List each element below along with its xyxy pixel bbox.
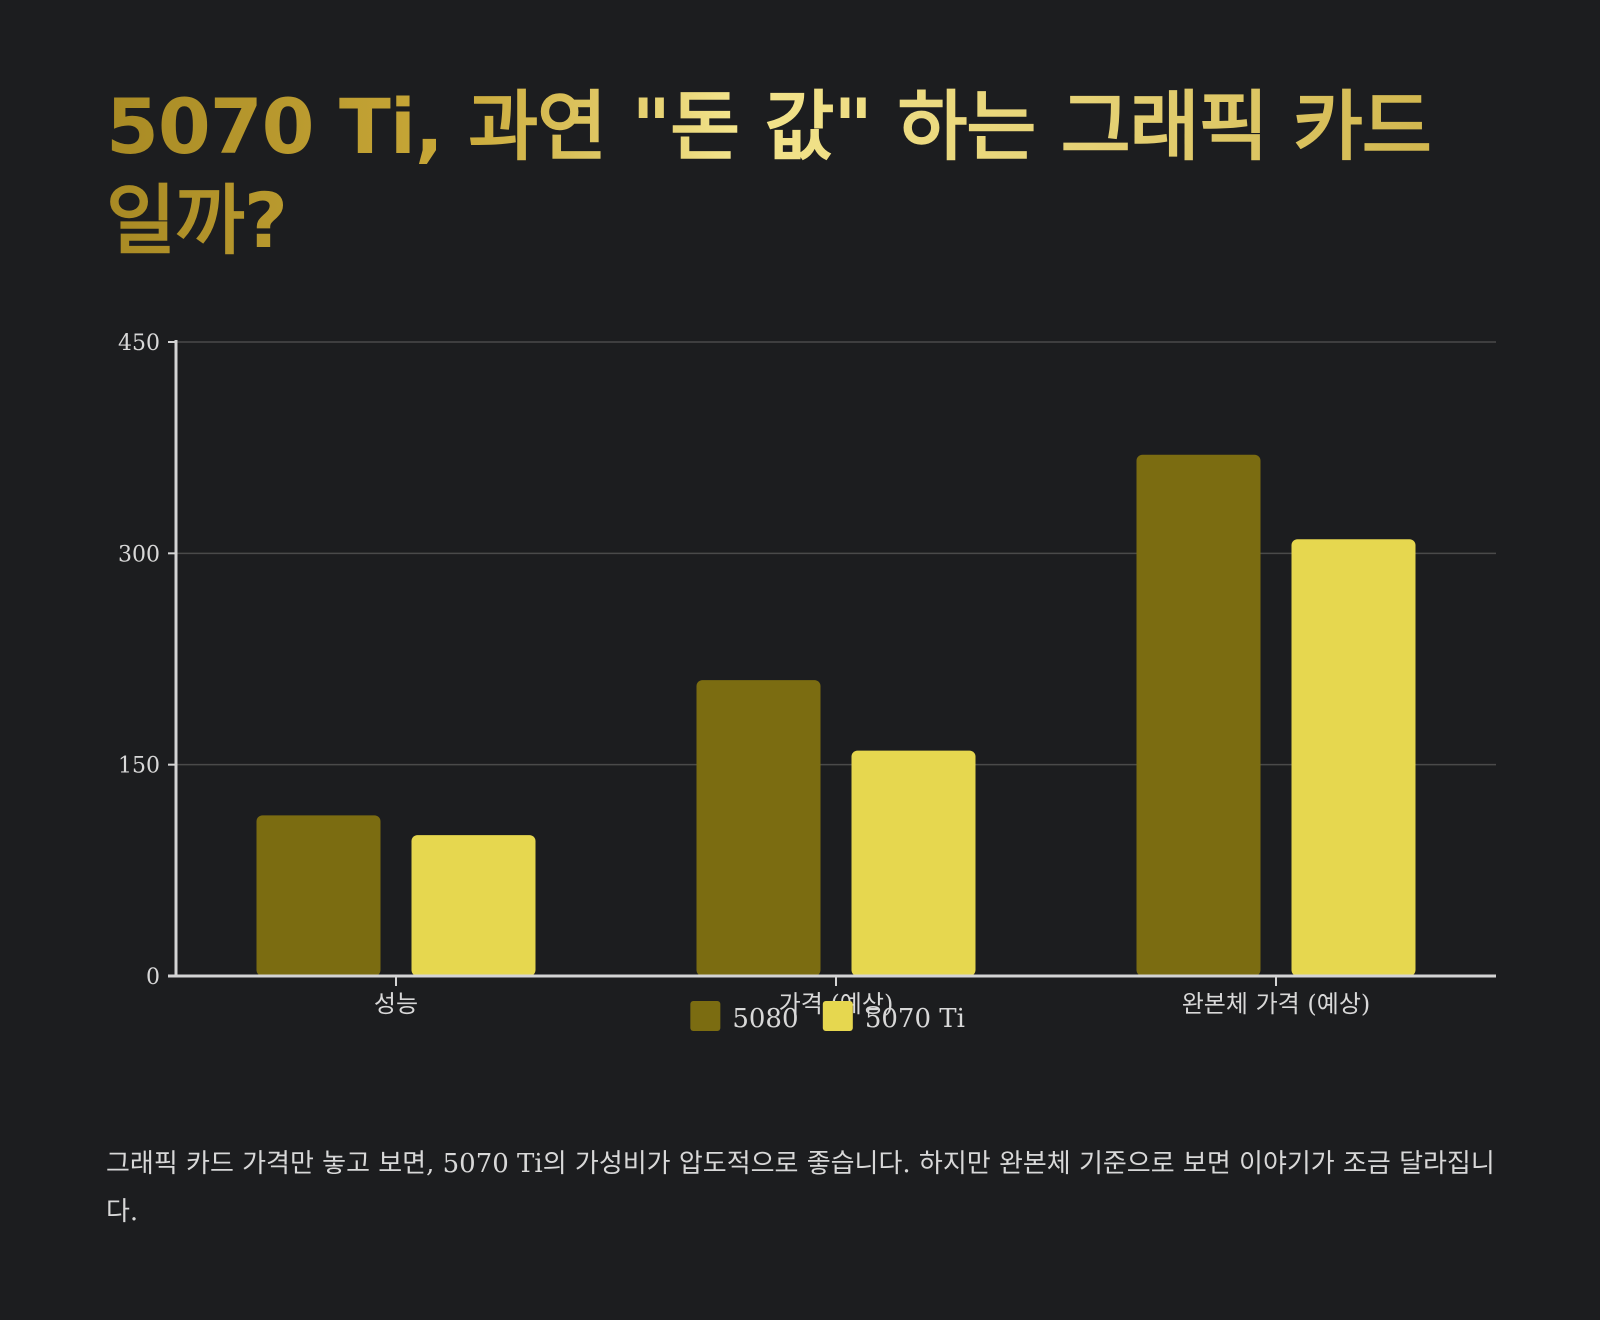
bar-5080 <box>696 680 821 976</box>
legend-label: 5080 <box>732 1004 798 1034</box>
y-tick-label: 300 <box>118 542 160 567</box>
gridlines <box>176 341 1496 766</box>
x-tick-label: 완본체 가격 (예상) <box>1182 990 1371 1018</box>
legend-swatch <box>690 1001 721 1031</box>
bars <box>256 454 1416 976</box>
legend-label: 5070 Ti <box>865 1004 965 1034</box>
page-title: 5070 Ti, 과연 "돈 값" 하는 그래픽 카드 일까? <box>106 80 1506 268</box>
legend-swatch <box>822 1001 853 1031</box>
x-tick-label: 성능 <box>374 990 418 1018</box>
y-tick-label: 450 <box>118 331 160 356</box>
bar-5070ti <box>411 835 536 976</box>
y-tick-label: 150 <box>118 754 160 779</box>
bar-5070ti <box>1291 539 1416 976</box>
bar-5080 <box>1136 454 1261 976</box>
legend: 5080 5070 Ti <box>690 1001 965 1034</box>
axes <box>168 340 1496 986</box>
y-tick-label: 0 <box>146 965 160 990</box>
bar-5070ti <box>851 750 976 976</box>
description-text: 그래픽 카드 가격만 놓고 보면, 5070 Ti의 가성비가 압도적으로 좋습… <box>106 1149 1495 1227</box>
bar-5080 <box>256 815 381 976</box>
